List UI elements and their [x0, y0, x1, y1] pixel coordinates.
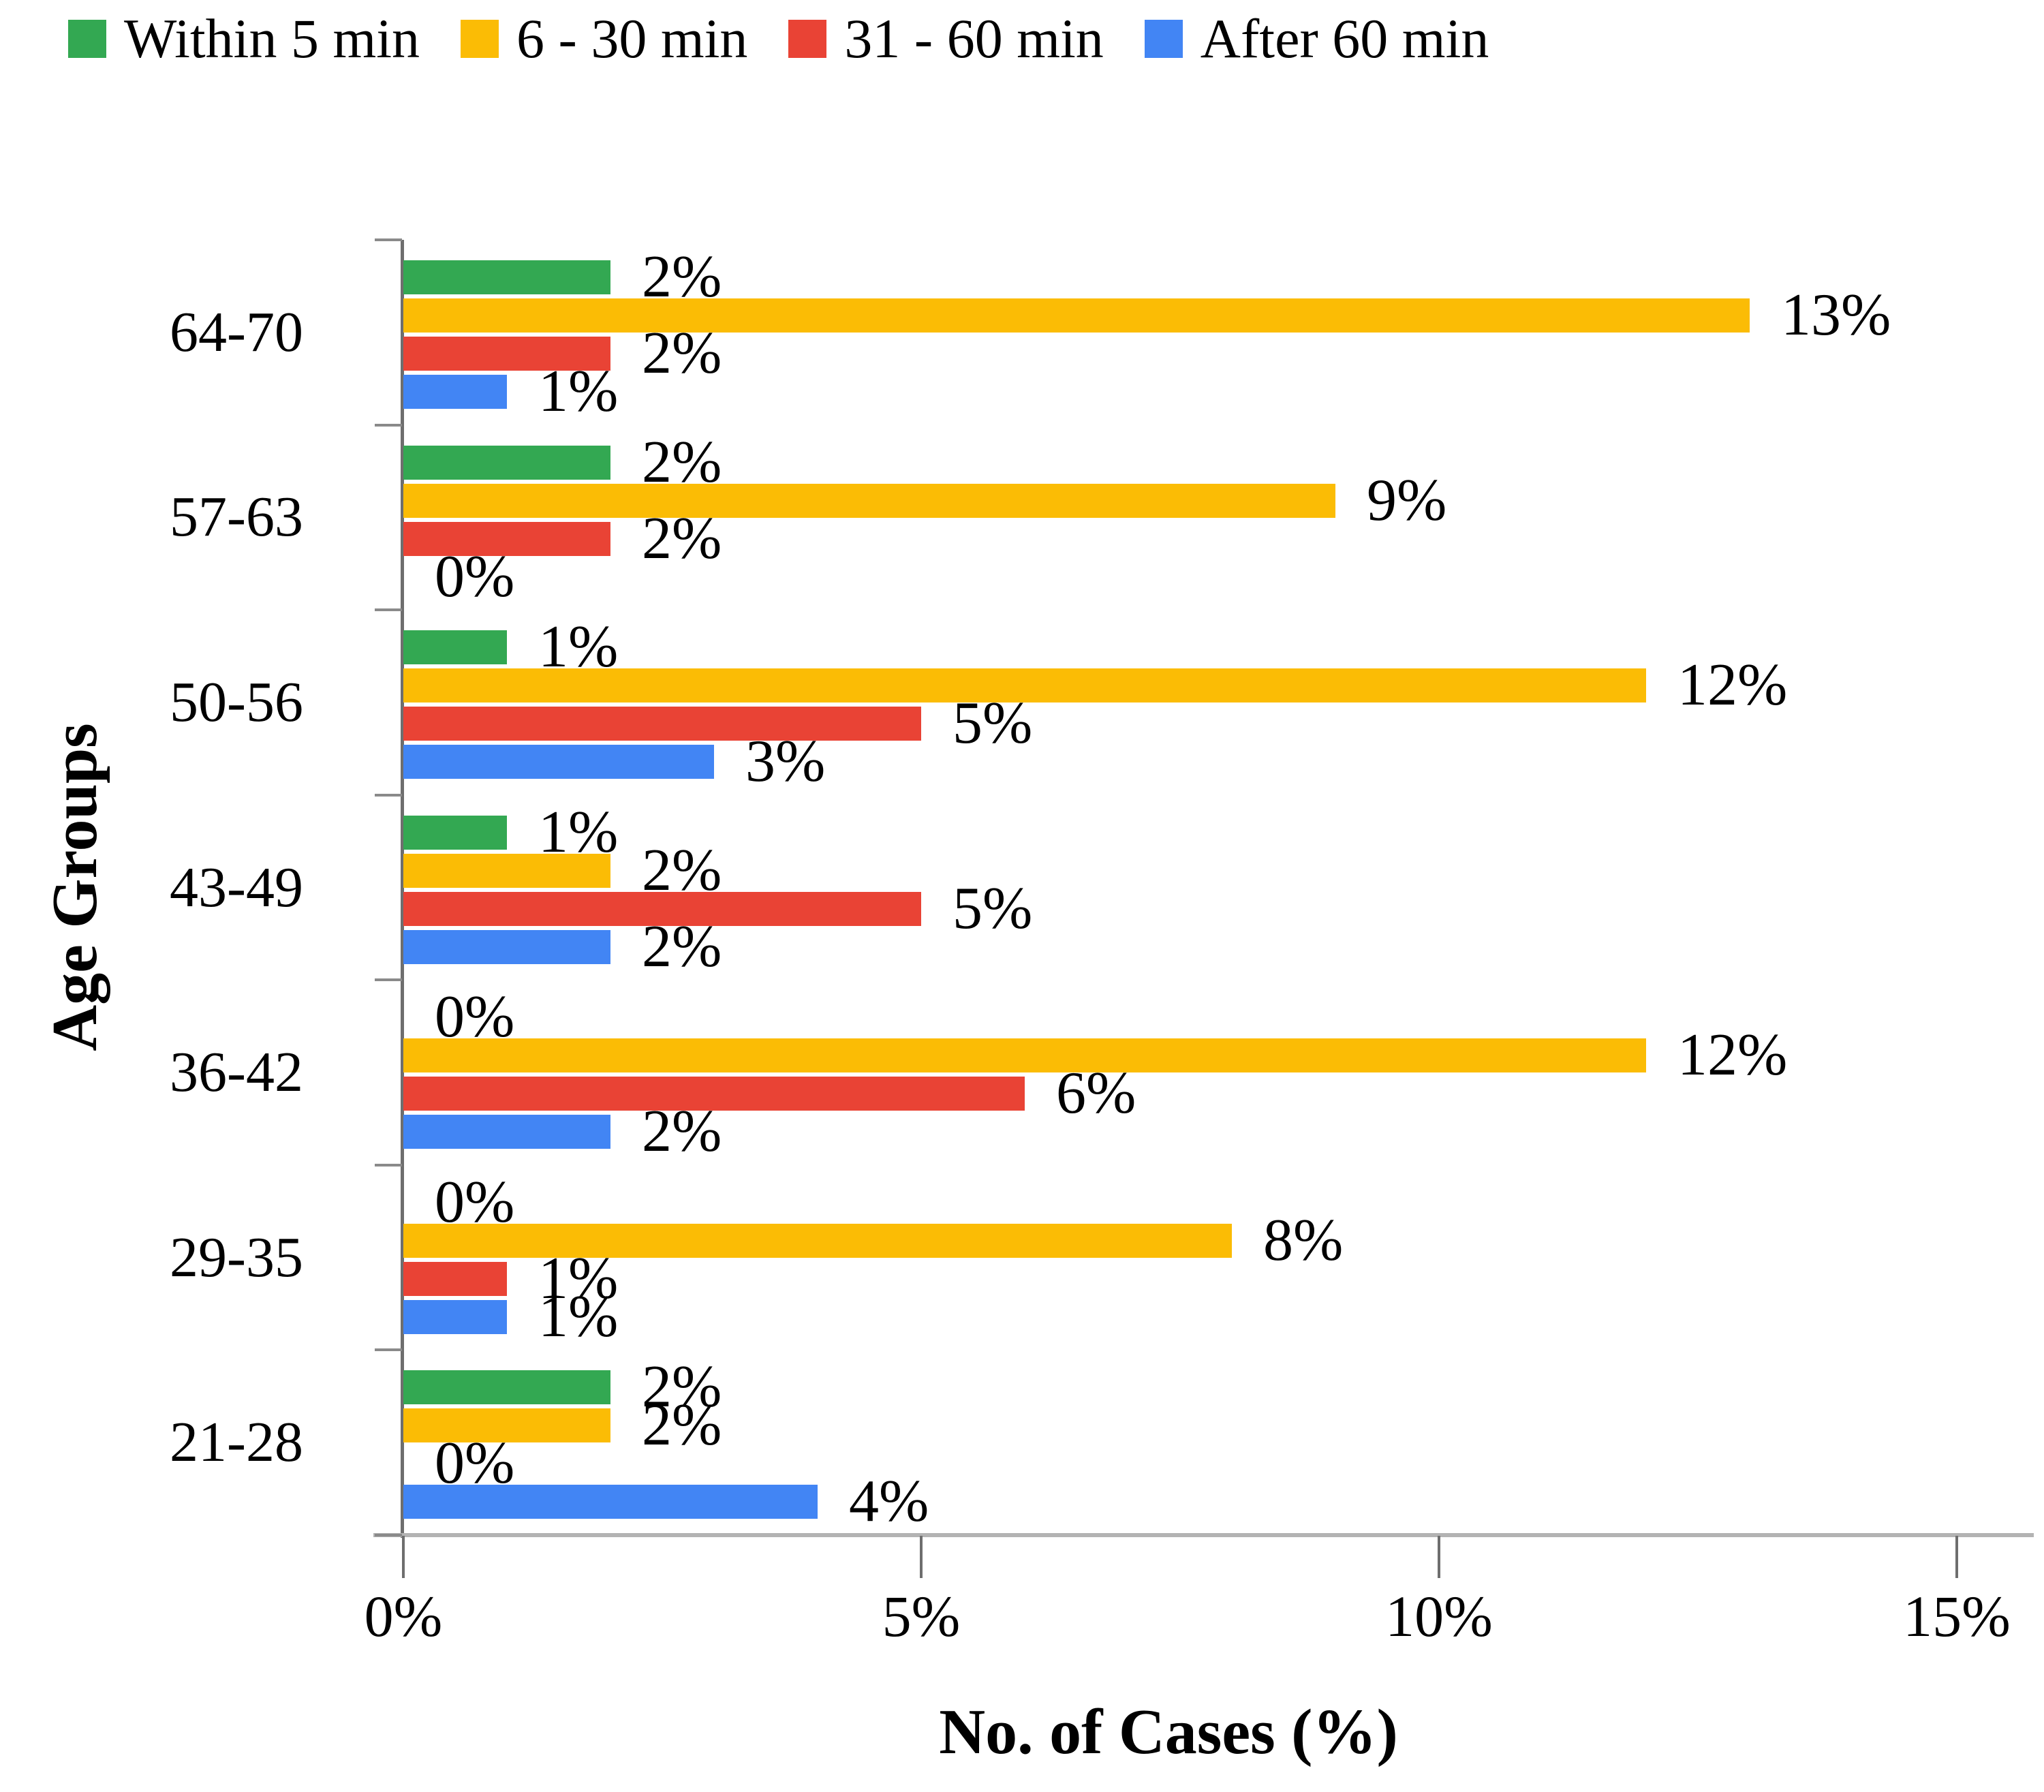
y-axis-line: [401, 240, 404, 1538]
legend-swatch-icon: [788, 20, 827, 59]
y-axis-tick: [375, 794, 402, 797]
data-label: 3%: [745, 728, 826, 794]
y-axis-tick: [375, 424, 402, 427]
data-label: 8%: [1263, 1207, 1344, 1273]
legend-item-31-60-min: 31 - 60 min: [788, 7, 1104, 69]
x-axis-tick: [1955, 1536, 1958, 1578]
legend-swatch-icon: [68, 20, 106, 59]
x-axis-line: [373, 1533, 2034, 1537]
data-label: 1%: [538, 614, 619, 680]
data-label: 1%: [538, 1246, 619, 1312]
legend-item-within-5-min: Within 5 min: [68, 7, 420, 69]
y-axis-tick: [375, 1164, 402, 1167]
data-label: 2%: [642, 1392, 722, 1458]
y-axis-tick: [375, 608, 402, 611]
bar-64-70-series-2: [403, 337, 610, 371]
legend-item-after-60-min: After 60 min: [1144, 7, 1489, 69]
data-label: 2%: [642, 506, 722, 572]
bar-29-35-series-2: [403, 1262, 507, 1296]
x-tick-label: 5%: [882, 1584, 961, 1649]
x-axis-tick: [920, 1536, 923, 1578]
data-label: 4%: [849, 1468, 929, 1534]
y-tick-label: 29-35: [170, 1226, 303, 1289]
data-label: 2%: [642, 244, 722, 310]
data-label: 1%: [538, 1284, 619, 1350]
legend-swatch-icon: [1144, 20, 1183, 59]
data-label: 9%: [1367, 467, 1447, 534]
bar-64-70-series-3: [403, 375, 507, 409]
data-label: 0%: [435, 1430, 515, 1496]
x-axis-tick: [402, 1536, 405, 1578]
legend-label: 31 - 60 min: [844, 7, 1104, 69]
x-axis-tick: [1438, 1536, 1440, 1578]
data-label: 0%: [435, 1169, 515, 1235]
bar-29-35-series-3: [403, 1300, 507, 1334]
data-label: 5%: [953, 690, 1033, 756]
bar-21-28-series-3: [403, 1485, 818, 1519]
bar-64-70-series-1: [403, 298, 1750, 333]
y-tick-label: 57-63: [170, 485, 303, 549]
data-label: 0%: [435, 984, 515, 1050]
bar-21-28-series-0: [403, 1370, 610, 1404]
bar-43-49-series-0: [403, 816, 507, 850]
bar-29-35-series-1: [403, 1224, 1232, 1258]
bar-50-56-series-1: [403, 668, 1646, 702]
bar-43-49-series-1: [403, 854, 610, 888]
bar-57-63-series-0: [403, 446, 610, 480]
bar-36-42-series-1: [403, 1038, 1646, 1072]
data-label: 1%: [538, 799, 619, 865]
x-tick-label: 10%: [1385, 1584, 1493, 1649]
bar-64-70-series-0: [403, 260, 610, 294]
bar-57-63-series-1: [403, 484, 1335, 518]
legend-swatch-icon: [461, 20, 499, 59]
data-label: 2%: [642, 1354, 722, 1420]
y-axis-title: Age Groups: [40, 723, 110, 1051]
y-axis-tick: [375, 978, 402, 981]
legend-label: After 60 min: [1200, 7, 1489, 69]
data-label: 12%: [1677, 652, 1788, 718]
x-tick-label: 15%: [1903, 1584, 2011, 1649]
legend-label: Within 5 min: [124, 7, 420, 69]
data-label: 2%: [642, 320, 722, 386]
bar-50-56-series-2: [403, 707, 921, 741]
bar-50-56-series-0: [403, 630, 507, 664]
x-tick-label: 0%: [364, 1584, 443, 1649]
y-tick-label: 36-42: [170, 1040, 303, 1104]
y-tick-label: 21-28: [170, 1410, 303, 1474]
data-label: 13%: [1781, 282, 1891, 348]
data-label: 1%: [538, 358, 619, 424]
bar-43-49-series-2: [403, 892, 921, 926]
x-axis-title: No. of Cases (%): [939, 1697, 1398, 1767]
legend-item-6-30-min: 6 - 30 min: [461, 7, 748, 69]
data-label: 6%: [1056, 1060, 1136, 1126]
bar-43-49-series-3: [403, 930, 610, 964]
bar-50-56-series-3: [403, 745, 714, 779]
bar-36-42-series-3: [403, 1115, 610, 1149]
data-label: 5%: [953, 876, 1033, 942]
bar-57-63-series-2: [403, 522, 610, 556]
data-label: 12%: [1677, 1022, 1788, 1088]
legend-label: 6 - 30 min: [516, 7, 748, 69]
y-axis-tick: [375, 238, 402, 241]
data-label: 2%: [642, 429, 722, 495]
y-tick-label: 50-56: [170, 670, 303, 734]
data-label: 0%: [435, 544, 515, 610]
data-label: 2%: [642, 1098, 722, 1164]
legend: Within 5 min 6 - 30 min 31 - 60 min Afte…: [68, 7, 1489, 69]
data-label: 2%: [642, 837, 722, 903]
y-axis-tick: [375, 1348, 402, 1351]
data-label: 2%: [642, 914, 722, 980]
y-tick-label: 64-70: [170, 300, 303, 364]
bar-36-42-series-2: [403, 1077, 1025, 1111]
bar-21-28-series-1: [403, 1408, 610, 1442]
y-tick-label: 43-49: [170, 856, 303, 919]
y-axis-tick: [375, 1534, 402, 1536]
